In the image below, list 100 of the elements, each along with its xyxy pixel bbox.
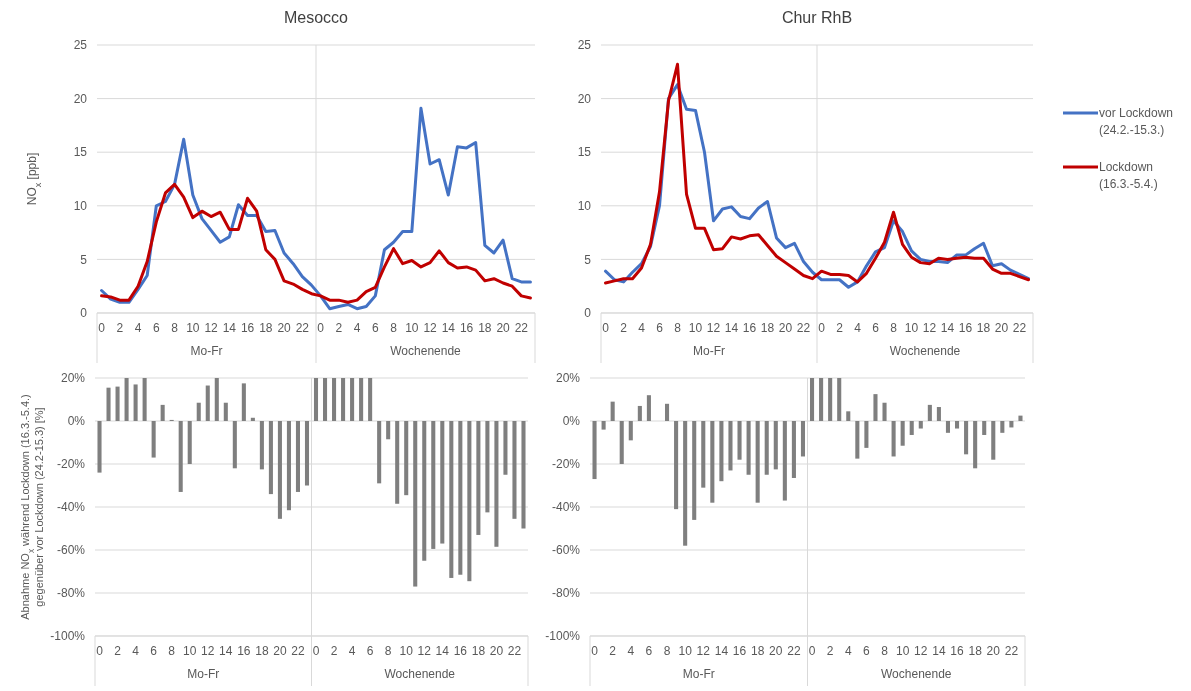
x-tick-label: 20 xyxy=(778,321,793,335)
bar xyxy=(846,411,851,421)
bar xyxy=(178,421,183,492)
bar xyxy=(737,421,742,460)
x-tick-label: 10 xyxy=(405,321,419,335)
line-series xyxy=(100,182,532,304)
text: Mo-Fr xyxy=(682,667,715,681)
bar xyxy=(719,421,724,482)
x-tick-label: 6 xyxy=(645,644,653,658)
x-tick-label: 20 xyxy=(273,644,287,658)
x-tick-label: 2 xyxy=(620,321,628,335)
text: Wochenende xyxy=(390,344,462,358)
x-tick-label: 6 xyxy=(656,321,664,335)
text: Mo-Fr xyxy=(187,667,220,681)
text: Wochenende xyxy=(889,344,961,358)
y-tick-label: 10 xyxy=(73,199,88,213)
bar xyxy=(864,421,869,448)
bar xyxy=(728,421,733,471)
x-tick-label: 22 xyxy=(295,321,310,335)
bar xyxy=(295,421,300,492)
bar xyxy=(701,421,706,488)
bar xyxy=(268,421,273,495)
x-tick-label: 2 xyxy=(836,321,844,335)
bar xyxy=(313,378,319,421)
x-tick-label: 20 xyxy=(994,321,1009,335)
y-tick-label: 25 xyxy=(73,38,88,53)
bar xyxy=(286,421,291,511)
y-tick-label: -100% xyxy=(50,629,86,644)
y-tick-label: 5 xyxy=(80,252,88,267)
x-tick-label: 10 xyxy=(895,644,910,658)
x-tick-label: 16 xyxy=(732,644,747,658)
bar xyxy=(800,421,806,457)
x-tick-label: 8 xyxy=(881,644,889,658)
bar xyxy=(782,421,787,501)
x-tick-label: 2 xyxy=(116,321,124,335)
bar xyxy=(323,378,328,421)
bar xyxy=(646,395,651,421)
bar xyxy=(494,421,499,547)
x-tick-label: 18 xyxy=(259,321,273,335)
bar xyxy=(791,421,796,478)
x-tick-label: 12 xyxy=(922,321,937,335)
bar xyxy=(692,421,697,520)
bar xyxy=(1000,421,1005,433)
x-tick-label: 6 xyxy=(150,644,158,658)
bar xyxy=(710,421,715,503)
bar xyxy=(683,421,688,546)
x-tick-label: 2 xyxy=(826,644,834,658)
legend-label: Lockdown (16.3.-5.4.) xyxy=(1099,160,1158,191)
x-tick-label: 16 xyxy=(240,321,255,335)
x-tick-label: 12 xyxy=(696,644,711,658)
bar xyxy=(954,421,960,429)
bar xyxy=(973,421,978,469)
y-tick-label: 20% xyxy=(60,371,86,386)
x-tick-label: 8 xyxy=(384,644,392,658)
x-tick-label: 10 xyxy=(904,321,919,335)
x-tick-label: 14 xyxy=(435,644,450,658)
bar xyxy=(223,402,228,421)
x-tick-label: 18 xyxy=(760,321,775,335)
x-tick-label: 10 xyxy=(688,321,703,335)
x-tick-label: 2 xyxy=(335,321,343,335)
x-tick-label: 0 xyxy=(602,321,610,335)
bar xyxy=(232,421,237,469)
x-tick-label: 18 xyxy=(976,321,991,335)
x-tick-label: 18 xyxy=(750,644,765,658)
y-tick-label: -60% xyxy=(551,543,581,558)
x-tick-label: 18 xyxy=(471,644,486,658)
bar xyxy=(386,421,391,440)
x-tick-label: 4 xyxy=(132,644,140,658)
bar xyxy=(891,421,896,457)
x-tick-label: 2 xyxy=(114,644,122,658)
x-tick-label: 16 xyxy=(453,644,468,658)
legend-label: vor Lockdown (24.2.-15.3.) xyxy=(1099,106,1174,137)
bar xyxy=(485,421,490,513)
bar xyxy=(764,421,769,475)
x-tick-label: 22 xyxy=(1004,644,1019,658)
x-tick-label: 8 xyxy=(663,644,671,658)
y-tick-label: -60% xyxy=(56,543,86,558)
bar xyxy=(160,404,165,421)
y-tick-label: 10 xyxy=(577,199,592,213)
bar xyxy=(332,378,337,421)
bar xyxy=(304,421,310,486)
x-tick-label: 0 xyxy=(312,644,320,658)
bar xyxy=(927,404,932,421)
x-tick-label: 14 xyxy=(724,321,739,335)
bar xyxy=(440,421,445,544)
x-tick-label: 0 xyxy=(808,644,816,658)
x-tick-label: 8 xyxy=(674,321,682,335)
bar xyxy=(458,421,463,575)
x-tick-label: 0 xyxy=(98,321,106,335)
bar xyxy=(377,421,382,484)
x-tick-label: 12 xyxy=(204,321,219,335)
x-tick-label: 0 xyxy=(317,321,325,335)
x-tick-label: 22 xyxy=(1012,321,1027,335)
bar xyxy=(619,421,624,464)
bar xyxy=(196,402,201,421)
bar xyxy=(837,378,842,421)
bar xyxy=(341,378,346,421)
bar xyxy=(909,421,914,435)
bar xyxy=(503,421,508,475)
y-tick-label: -20% xyxy=(56,457,86,472)
